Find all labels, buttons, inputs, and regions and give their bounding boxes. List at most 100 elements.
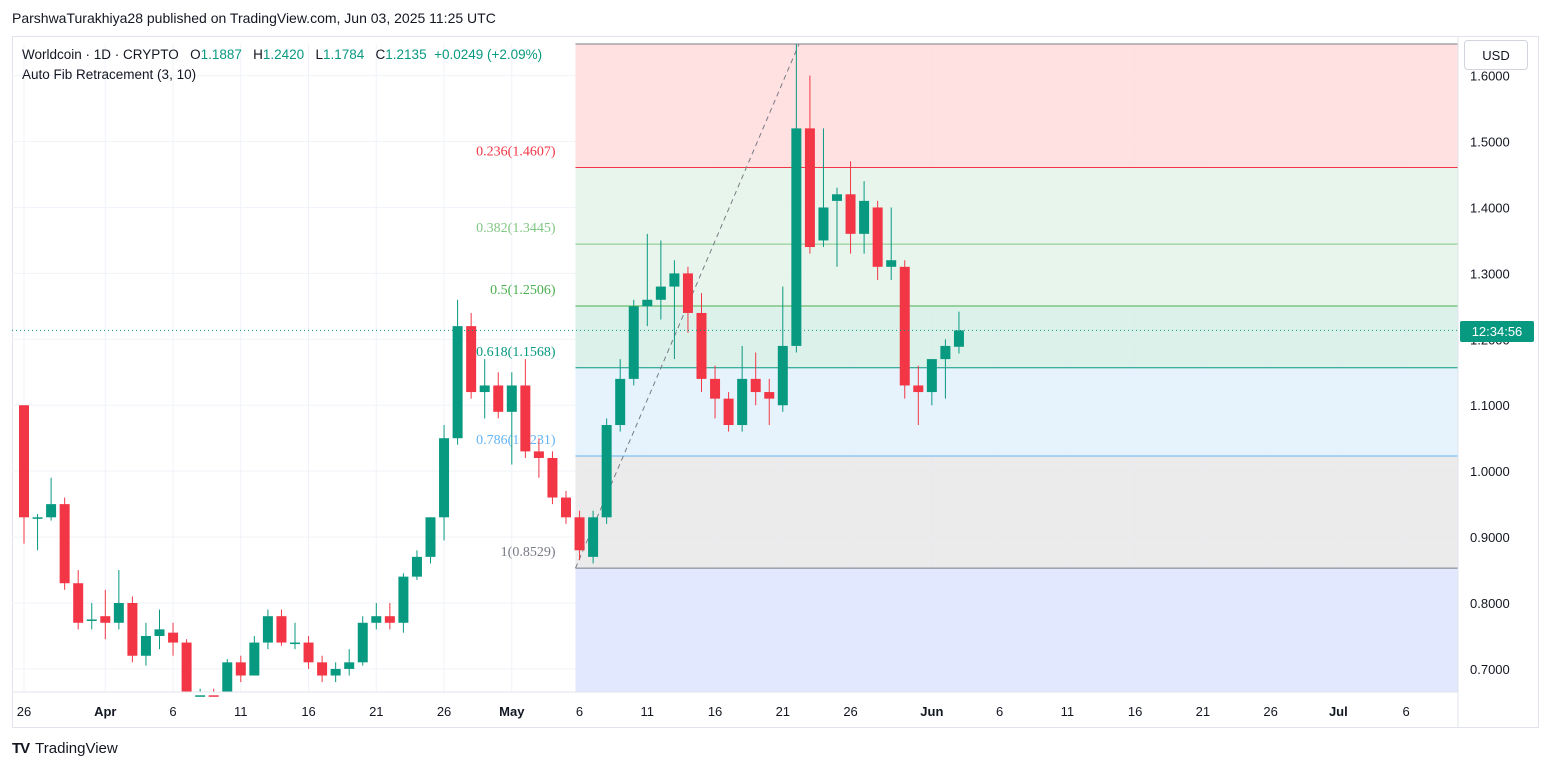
candle xyxy=(561,490,571,524)
y-tick-label: 1.5000 xyxy=(1470,135,1510,150)
candle xyxy=(682,266,693,333)
candle-body xyxy=(588,517,599,557)
candle xyxy=(19,405,29,544)
currency-button[interactable]: USD xyxy=(1464,40,1528,70)
candle xyxy=(100,589,111,640)
candle-body xyxy=(357,622,368,663)
fib-level-label: 0.236(1.4607) xyxy=(476,144,556,159)
candle-body xyxy=(913,385,924,393)
candle-body xyxy=(290,642,300,645)
candle xyxy=(303,635,314,669)
x-tick-label: 11 xyxy=(641,704,655,719)
indicator-label[interactable]: Auto Fib Retracement (3, 10) xyxy=(22,67,197,82)
close-label: C xyxy=(375,47,386,62)
change-value: +0.0249 (+2.09%) xyxy=(434,47,543,62)
candle xyxy=(764,378,775,426)
candle-body xyxy=(86,619,97,621)
x-tick-label: 16 xyxy=(1128,704,1142,719)
x-tick-label: 21 xyxy=(776,704,790,719)
candle xyxy=(506,372,517,465)
fib-zone xyxy=(575,455,1458,569)
candle-body xyxy=(818,207,829,241)
fib-level-label: 0.618(1.1568) xyxy=(476,345,556,360)
candle-body xyxy=(493,385,504,412)
candle-body xyxy=(669,273,680,287)
candle-body xyxy=(479,385,490,393)
x-tick-label: Jun xyxy=(920,704,943,719)
candle xyxy=(59,497,70,590)
candle xyxy=(154,609,165,650)
candle-body xyxy=(262,616,273,643)
candle-body xyxy=(154,629,165,636)
candle xyxy=(737,345,748,432)
candle xyxy=(832,187,842,267)
x-tick-label: 21 xyxy=(1196,704,1210,719)
candle-body xyxy=(425,517,436,557)
candle-body xyxy=(235,662,246,676)
candle-body xyxy=(19,405,29,518)
candle xyxy=(411,550,422,580)
candle-body xyxy=(520,385,531,452)
candles xyxy=(19,44,964,697)
candle xyxy=(235,655,246,683)
candle xyxy=(140,622,151,666)
fib-level-label: 0.786(1.0231) xyxy=(476,433,556,448)
fib-level-label: 0.5(1.2506) xyxy=(490,283,556,298)
low-label: L xyxy=(315,47,323,62)
candle xyxy=(533,438,544,478)
candle-body xyxy=(547,457,558,498)
chart-legend: Worldcoin · 1D · CRYPTO O1.1887 H1.2420 … xyxy=(22,45,542,85)
open-value: 1.1887 xyxy=(200,47,242,62)
candle xyxy=(804,75,815,254)
candle-body xyxy=(330,668,341,676)
countdown-price-tag: 12:34:56 xyxy=(1460,321,1534,342)
candle-body xyxy=(249,642,260,676)
candle xyxy=(913,365,924,426)
candle xyxy=(357,616,368,666)
candle xyxy=(290,622,300,650)
candle xyxy=(249,635,260,676)
candle xyxy=(547,451,558,505)
candle-body xyxy=(439,438,450,518)
candle xyxy=(466,312,477,399)
candle-body xyxy=(696,312,707,379)
symbol-label[interactable]: Worldcoin · 1D · CRYPTO xyxy=(22,47,179,62)
y-tick-label: 1.1000 xyxy=(1470,398,1510,413)
candle xyxy=(384,603,395,630)
x-tick-label: 6 xyxy=(576,704,583,719)
candle xyxy=(208,688,219,697)
fib-zone xyxy=(575,367,1458,456)
chart-frame[interactable] xyxy=(12,36,1539,728)
fib-zone xyxy=(575,244,1458,306)
candle xyxy=(425,517,436,564)
candle-body xyxy=(872,207,883,267)
candle xyxy=(195,688,206,697)
candle-body xyxy=(764,392,775,399)
y-tick-label: 1.6000 xyxy=(1470,69,1510,84)
y-tick-label: 0.8000 xyxy=(1470,596,1510,611)
candle-body xyxy=(561,497,571,518)
candle-body xyxy=(642,299,653,307)
candle xyxy=(574,510,585,561)
open-label: O xyxy=(190,47,201,62)
ohlc-row: Worldcoin · 1D · CRYPTO O1.1887 H1.2420 … xyxy=(22,45,542,65)
candle xyxy=(168,622,179,656)
y-tick-label: 1.3000 xyxy=(1470,266,1510,281)
candle xyxy=(276,609,287,646)
candle-body xyxy=(344,662,355,669)
candle xyxy=(344,649,355,676)
fib-zone xyxy=(575,167,1458,245)
candle-body xyxy=(574,517,585,551)
candle xyxy=(750,352,761,406)
candle-body xyxy=(628,306,639,379)
candle-body xyxy=(59,504,70,584)
candle-body xyxy=(845,194,856,234)
candle xyxy=(262,609,273,650)
candle xyxy=(669,260,680,360)
candle xyxy=(493,372,504,419)
candle xyxy=(723,392,734,432)
tradingview-logo[interactable]: TV TradingView xyxy=(12,740,118,757)
candle xyxy=(32,514,43,551)
candle-body xyxy=(195,695,206,697)
